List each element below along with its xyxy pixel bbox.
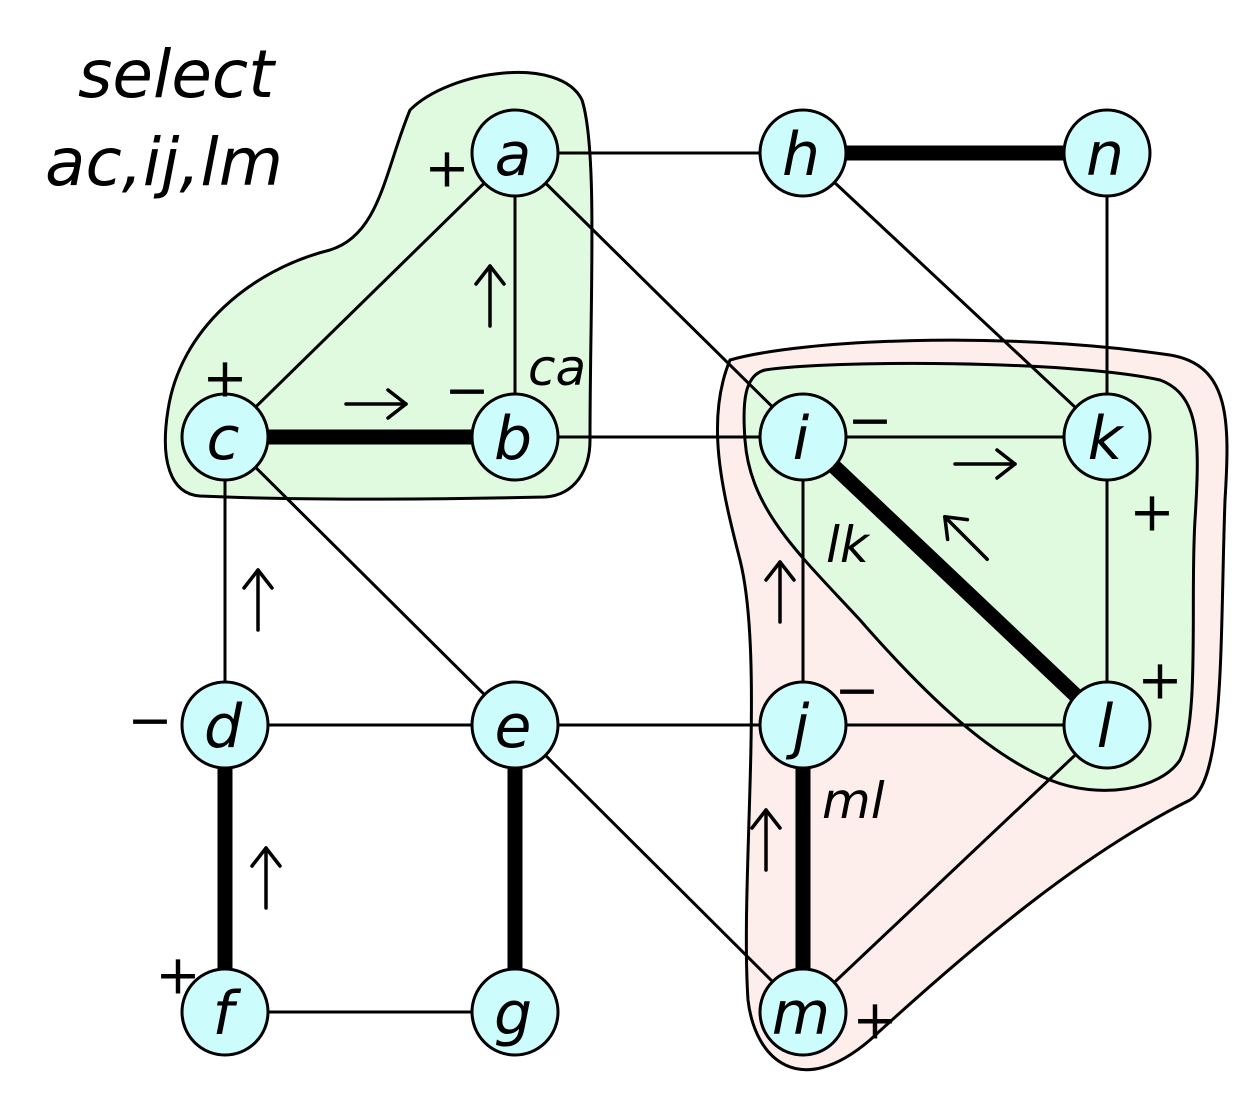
node-n-circle: [1062, 108, 1152, 198]
node-j: j: [758, 680, 848, 770]
arrow-m-to-j: [750, 808, 782, 872]
arrow-b-to-a: [474, 264, 506, 328]
node-a-label: a: [495, 120, 532, 190]
node-k: k: [1062, 392, 1152, 482]
sign-a: +: [424, 137, 469, 200]
node-b-circle: [470, 392, 560, 482]
title-line-2: ac,ij,lm: [45, 124, 283, 201]
node-f-circle: [180, 967, 270, 1057]
arrow-d-to-c: [242, 568, 274, 632]
edge-a-c: [223, 151, 517, 439]
node-n-label: n: [1086, 120, 1124, 190]
edge-h-k: [801, 151, 1109, 439]
node-b: b: [470, 392, 560, 482]
edge-i-l-matched: [797, 431, 1113, 731]
node-f: f: [180, 967, 270, 1057]
node-k-circle: [1062, 392, 1152, 482]
arrow-f-to-d: [250, 846, 282, 910]
node-h-circle: [758, 108, 848, 198]
node-g-label: g: [494, 979, 532, 1049]
arrow-i-to-k: [953, 448, 1017, 480]
node-g-circle: [470, 967, 560, 1057]
sign-f: +: [155, 944, 200, 1007]
arrow-j-to-i: [764, 560, 796, 624]
edge-l-m: [801, 723, 1109, 1014]
arrow-l-to-i: [943, 515, 989, 561]
node-i-circle: [758, 392, 848, 482]
sign-i: −: [847, 389, 892, 452]
node-l-label: l: [1097, 692, 1114, 762]
node-n: n: [1062, 108, 1152, 198]
sign-d: −: [127, 689, 172, 752]
node-c-label: c: [207, 404, 240, 474]
edge-e-m: [513, 723, 805, 1014]
node-l: l: [1062, 680, 1152, 770]
node-a: a: [470, 108, 560, 198]
node-b-label: b: [494, 404, 532, 474]
sign-l: +: [1137, 649, 1182, 712]
sign-m: +: [852, 989, 897, 1052]
node-e-circle: [470, 680, 560, 770]
node-m: m: [758, 967, 848, 1057]
sign-k: +: [1129, 481, 1174, 544]
node-c: c: [180, 392, 270, 482]
node-h: h: [758, 108, 848, 198]
node-l-circle: [1062, 680, 1152, 770]
node-m-label: m: [772, 979, 830, 1049]
sign-b: −: [444, 359, 489, 422]
sign-c: +: [202, 347, 247, 410]
edge-label-ca: ca: [528, 339, 586, 397]
arrow-c-to-b: [344, 388, 408, 420]
node-d-circle: [180, 680, 270, 770]
node-e: e: [470, 680, 560, 770]
node-i: i: [758, 392, 848, 482]
node-c-circle: [180, 392, 270, 482]
group-layer: [163, 71, 1229, 1072]
node-i-label: i: [793, 404, 810, 474]
node-d: d: [180, 680, 270, 770]
edge-label-lk: lk: [826, 516, 871, 574]
edge-layer: [217, 145, 1113, 1014]
node-e-label: e: [495, 692, 532, 762]
title-line-1: select: [78, 36, 275, 113]
node-k-label: k: [1088, 404, 1125, 474]
node-g: g: [470, 967, 560, 1057]
edge-c-e: [223, 435, 517, 727]
node-a-circle: [470, 108, 560, 198]
edge-label-ml: ml: [822, 772, 885, 830]
edge-a-i: [513, 151, 805, 439]
sign-j: −: [834, 659, 879, 722]
node-j-circle: [758, 680, 848, 770]
node-h-label: h: [782, 120, 820, 190]
node-layer: a h n c b i k d e j l f g m: [180, 108, 1152, 1057]
node-m-circle: [758, 967, 848, 1057]
node-d-label: d: [204, 692, 243, 762]
